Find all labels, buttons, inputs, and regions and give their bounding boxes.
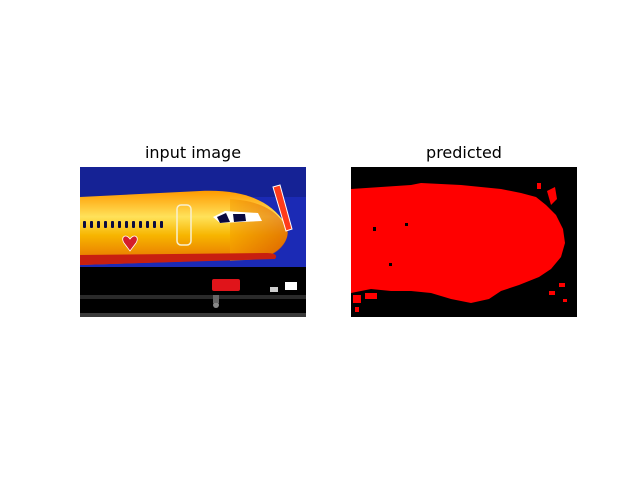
input-image-panel xyxy=(80,167,306,317)
belly-stripe xyxy=(80,253,277,265)
airplane-mask xyxy=(351,183,565,303)
tail-fin xyxy=(272,184,293,232)
landing-gear xyxy=(213,302,219,308)
heart-logo xyxy=(122,235,138,252)
tarmac xyxy=(80,267,306,317)
airplane-photo xyxy=(80,167,306,317)
predicted-panel xyxy=(351,167,577,317)
cabin-door xyxy=(176,204,192,246)
predicted-title: predicted xyxy=(426,143,502,162)
segmentation-mask xyxy=(351,167,577,317)
input-image-title: input image xyxy=(144,143,242,162)
cabin-windows xyxy=(83,221,163,228)
ground-vehicle xyxy=(212,279,240,291)
